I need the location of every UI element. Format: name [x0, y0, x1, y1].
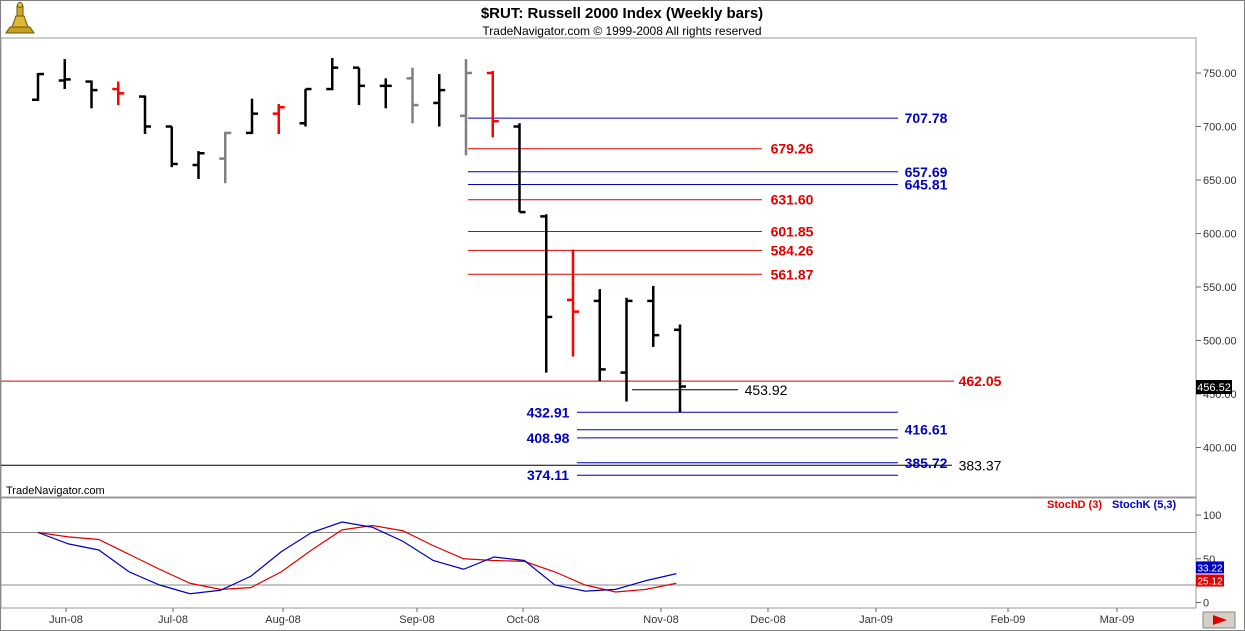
- price-bar: [58, 59, 71, 90]
- stoch-tick-label: 0: [1203, 598, 1209, 610]
- last-price-marker: [1196, 380, 1232, 395]
- last-price-label: 456.52: [1197, 382, 1231, 394]
- price-bar: [192, 151, 205, 179]
- price-bar: [460, 59, 472, 156]
- price-bar: [219, 131, 232, 184]
- support-level-label: 408.98: [527, 430, 570, 446]
- time-tick-label: Feb-09: [991, 614, 1026, 626]
- time-tick-label: Aug-08: [265, 614, 300, 626]
- time-tick-label: Jan-09: [859, 614, 893, 626]
- support-level-label: 385.72: [905, 455, 948, 471]
- stochd-legend: StochD (3): [1047, 499, 1102, 511]
- price-tick-label: 700.00: [1203, 122, 1237, 134]
- stochd-line: [37, 524, 677, 593]
- price-bar: [647, 285, 660, 347]
- stochk-last-marker: [1196, 561, 1224, 574]
- support-level-label: 416.61: [905, 422, 948, 438]
- price-axis: 750.00700.00650.00600.00550.00500.00450.…: [1195, 38, 1237, 497]
- resistance-level-label: 631.60: [771, 192, 814, 208]
- price-bar: [299, 87, 312, 127]
- price-bar: [406, 67, 419, 124]
- price-bar: [326, 58, 339, 91]
- time-tick-label: Nov-08: [643, 614, 678, 626]
- time-tick-label: Jul-08: [158, 614, 188, 626]
- price-bar: [486, 70, 499, 138]
- price-tick-label: 500.00: [1203, 336, 1237, 348]
- watermark-label: TradeNavigator.com: [6, 485, 105, 497]
- price-bar: [139, 95, 151, 134]
- price-bar: [513, 123, 526, 214]
- price-bar: [674, 324, 686, 413]
- stochd-last-label: 25.12: [1197, 577, 1222, 588]
- time-axis: Jun-08 Jul-08 Aug-08 Sep-08 Oct-08 Nov-08 Dec-…: [1, 607, 1196, 626]
- resistance-level-label: 561.87: [771, 266, 814, 282]
- time-tick-label: Oct-08: [506, 614, 539, 626]
- stochk-legend: StochK (5,3): [1112, 499, 1177, 511]
- stochk-last-label: 33.22: [1197, 563, 1222, 574]
- time-tick-label: Dec-08: [750, 614, 785, 626]
- resistance-level-label: 584.26: [771, 242, 814, 258]
- support-level-label: 645.81: [905, 176, 948, 192]
- price-bar: [85, 80, 98, 109]
- support-level-label: 707.78: [905, 110, 948, 126]
- price-bar: [272, 104, 285, 134]
- price-tick-label: 400.00: [1203, 443, 1237, 455]
- time-tick-label: Jun-08: [49, 614, 83, 626]
- support-level-label: 432.91: [527, 404, 570, 420]
- price-bar: [32, 72, 44, 101]
- resistance-level-label: 679.26: [771, 141, 814, 157]
- time-tick-label: Mar-09: [1100, 614, 1135, 626]
- stochd-last-marker: [1196, 574, 1224, 587]
- price-bar: [567, 249, 579, 357]
- price-bar: [540, 214, 553, 373]
- arrow-right-icon: [1213, 615, 1227, 625]
- price-bar: [112, 81, 125, 106]
- stoch-tick-label: 100: [1203, 510, 1221, 522]
- stochk-line: [37, 521, 677, 595]
- current-level-label: 453.92: [745, 382, 788, 398]
- support-level-label: 374.11: [527, 467, 569, 483]
- price-tick-label: 750.00: [1203, 68, 1237, 80]
- low-level-label: 383.37: [959, 457, 1002, 473]
- price-tick-label: 600.00: [1203, 229, 1237, 241]
- price-tick-label: 650.00: [1203, 175, 1237, 187]
- price-bar: [433, 74, 446, 127]
- price-bar: [353, 66, 365, 106]
- price-bar: [246, 98, 258, 135]
- tradenavigator-logo-icon: [5, 2, 35, 34]
- price-bar: [165, 125, 178, 168]
- pivot-level-label: 462.05: [959, 373, 1002, 389]
- resistance-level-label: 601.85: [771, 224, 814, 240]
- support-level-label: 657.69: [905, 164, 948, 180]
- price-bar: [620, 297, 633, 402]
- copyright-line: TradeNavigator.com © 1999-2008 All right…: [482, 24, 761, 38]
- price-bar: [593, 289, 606, 382]
- price-tick-label: 550.00: [1203, 282, 1237, 294]
- chart-title: $RUT: Russell 2000 Index (Weekly bars): [481, 5, 763, 22]
- time-tick-label: Sep-08: [399, 614, 434, 626]
- scroll-right-button[interactable]: [1202, 611, 1236, 629]
- price-bar: [379, 78, 392, 109]
- stochastic-chart: StochD (3) StochK (5,3): [1, 499, 1196, 595]
